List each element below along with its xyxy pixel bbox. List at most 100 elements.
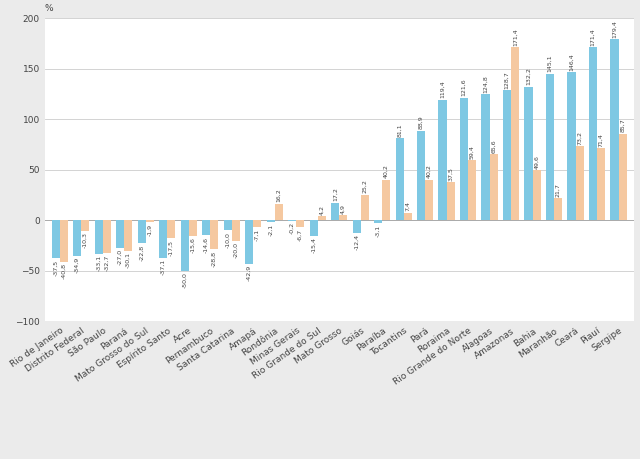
Bar (511, 47, 519, 220)
Text: 4,9: 4,9 (340, 204, 346, 214)
Text: -34,9: -34,9 (75, 257, 80, 273)
Bar (275, 204, 283, 220)
Text: -10,3: -10,3 (83, 232, 88, 248)
Bar (361, 195, 369, 220)
Bar (296, 220, 305, 227)
Bar (138, 220, 146, 243)
Bar (417, 130, 425, 220)
Bar (211, 220, 218, 249)
Text: 25,2: 25,2 (362, 179, 367, 193)
Text: 37,5: 37,5 (448, 167, 453, 181)
Text: 146,4: 146,4 (569, 53, 574, 71)
Text: -33,1: -33,1 (96, 255, 101, 271)
Bar (310, 220, 317, 236)
Bar (597, 148, 605, 220)
Text: -30,1: -30,1 (126, 252, 131, 268)
Text: -10,0: -10,0 (225, 232, 230, 248)
Text: 65,6: 65,6 (492, 139, 496, 152)
Text: 132,2: 132,2 (526, 67, 531, 85)
Bar (103, 220, 111, 253)
Bar (331, 203, 339, 220)
Bar (532, 170, 541, 220)
Text: 81,1: 81,1 (397, 123, 402, 137)
Bar (447, 182, 455, 220)
Text: 59,4: 59,4 (470, 145, 475, 159)
Bar (575, 146, 584, 220)
Bar (546, 74, 554, 220)
Text: %: % (45, 4, 53, 13)
Text: 179,4: 179,4 (612, 20, 617, 38)
Text: -7,1: -7,1 (255, 229, 260, 241)
Bar (618, 134, 627, 220)
Text: 171,4: 171,4 (591, 28, 595, 46)
Text: -37,5: -37,5 (53, 260, 58, 276)
Text: -50,0: -50,0 (182, 272, 187, 288)
Text: 85,7: 85,7 (620, 118, 625, 132)
Bar (124, 220, 132, 251)
Bar (425, 180, 433, 220)
Text: 17,2: 17,2 (333, 188, 338, 202)
Text: -14,6: -14,6 (204, 236, 209, 252)
Bar (73, 220, 81, 256)
Text: -2,1: -2,1 (268, 224, 273, 236)
Text: -32,7: -32,7 (104, 255, 109, 271)
Text: 49,6: 49,6 (534, 155, 539, 169)
Bar (223, 220, 232, 230)
Bar (554, 198, 563, 220)
Bar (267, 220, 275, 223)
Text: 40,2: 40,2 (384, 164, 388, 178)
Bar (339, 215, 348, 220)
Bar (396, 139, 404, 220)
Bar (481, 94, 490, 220)
Text: 171,4: 171,4 (513, 28, 518, 46)
Bar (189, 220, 197, 236)
Text: -27,0: -27,0 (118, 249, 123, 265)
Bar (52, 220, 60, 258)
Bar (146, 220, 154, 222)
Bar (60, 220, 68, 262)
Bar (611, 39, 618, 220)
Text: -37,1: -37,1 (161, 259, 166, 275)
Text: 119,4: 119,4 (440, 80, 445, 98)
Text: -42,9: -42,9 (246, 265, 252, 281)
Text: 71,4: 71,4 (598, 133, 604, 147)
Text: 21,7: 21,7 (556, 183, 561, 197)
Bar (382, 180, 390, 220)
Bar (353, 220, 361, 233)
Text: -28,8: -28,8 (212, 251, 217, 267)
Text: -17,5: -17,5 (169, 240, 174, 256)
Text: -6,7: -6,7 (298, 229, 303, 241)
Text: 40,2: 40,2 (427, 164, 432, 178)
Text: -40,8: -40,8 (61, 263, 67, 279)
Text: 88,9: 88,9 (419, 115, 424, 129)
Bar (167, 220, 175, 238)
Bar (468, 160, 476, 220)
Bar (317, 216, 326, 220)
Text: -0,2: -0,2 (290, 222, 294, 234)
Text: -3,1: -3,1 (376, 225, 381, 237)
Bar (116, 220, 124, 247)
Bar (81, 220, 90, 231)
Bar (232, 220, 240, 241)
Text: 4,2: 4,2 (319, 205, 324, 214)
Text: -15,4: -15,4 (311, 237, 316, 253)
Text: -1,9: -1,9 (147, 224, 152, 236)
Bar (438, 100, 447, 220)
Bar (180, 220, 189, 271)
Bar (202, 220, 211, 235)
Text: 124,8: 124,8 (483, 75, 488, 93)
Bar (159, 220, 167, 258)
Bar (503, 90, 511, 220)
Text: 121,6: 121,6 (461, 78, 467, 96)
Text: 145,1: 145,1 (547, 55, 552, 72)
Bar (245, 220, 253, 263)
Text: -15,6: -15,6 (190, 238, 195, 253)
Bar (524, 87, 532, 220)
Bar (253, 220, 261, 228)
Bar (404, 213, 412, 220)
Text: -12,4: -12,4 (354, 235, 359, 251)
Bar (460, 97, 468, 220)
Bar (589, 47, 597, 220)
Text: -22,8: -22,8 (140, 245, 144, 261)
Text: -20,0: -20,0 (234, 242, 238, 258)
